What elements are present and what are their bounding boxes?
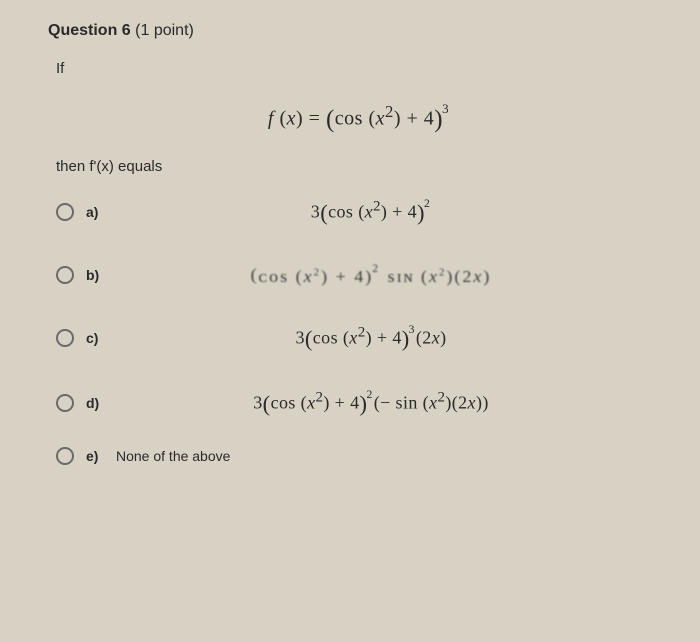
question-number: Question 6 <box>48 22 131 39</box>
option-text: None of the above <box>112 448 230 464</box>
question-header: Question 6 (1 point) <box>48 22 670 40</box>
radio-icon[interactable] <box>56 447 74 465</box>
lead-in-text: If <box>56 60 670 77</box>
option-label: a) <box>86 204 112 220</box>
option-label: e) <box>86 448 112 464</box>
option-e[interactable]: e) None of the above <box>56 447 670 465</box>
question-page: Question 6 (1 point) If f (x) = (cos (x2… <box>0 0 700 642</box>
option-label: c) <box>86 330 112 346</box>
option-label: d) <box>86 395 112 411</box>
option-formula: 3(cos (x2) + 4)3(2x) <box>112 323 670 352</box>
option-a[interactable]: a) 3(cos (x2) + 4)2 <box>56 197 670 226</box>
option-formula: 3(cos (x2) + 4)2 <box>112 197 670 226</box>
options-list: a) 3(cos (x2) + 4)2 b) (ᴄᴏs (x2) + 4)2 s… <box>56 197 670 465</box>
radio-icon[interactable] <box>56 203 74 221</box>
radio-icon[interactable] <box>56 394 74 412</box>
option-c[interactable]: c) 3(cos (x2) + 4)3(2x) <box>56 323 670 352</box>
question-points: (1 point) <box>135 22 194 39</box>
option-formula: 3(cos (x2) + 4)2(− sin (x2)(2x)) <box>112 388 670 417</box>
option-label: b) <box>86 267 112 283</box>
radio-icon[interactable] <box>56 266 74 284</box>
option-formula: (ᴄᴏs (x2) + 4)2 sɪɴ (x2)(2x) <box>112 263 670 287</box>
then-label: then f'(x) equals <box>56 158 670 175</box>
main-formula: f (x) = (cos (x2) + 4)3 <box>48 101 670 134</box>
radio-icon[interactable] <box>56 329 74 347</box>
option-d[interactable]: d) 3(cos (x2) + 4)2(− sin (x2)(2x)) <box>56 388 670 417</box>
option-b[interactable]: b) (ᴄᴏs (x2) + 4)2 sɪɴ (x2)(2x) <box>56 262 670 288</box>
